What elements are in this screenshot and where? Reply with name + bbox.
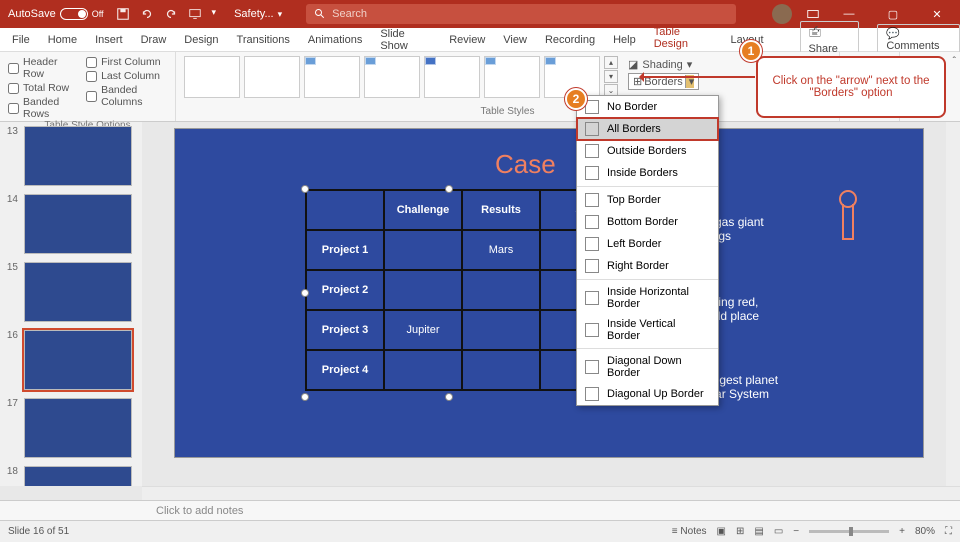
search-icon	[314, 8, 326, 20]
tab-slideshow[interactable]: Slide Show	[380, 28, 431, 52]
slide-canvas[interactable]: Case ChallengeResultsS Project 1Mars Pro…	[174, 128, 924, 458]
slide-thumb-17[interactable]	[24, 398, 132, 458]
gallery-scroll[interactable]: ▴▾⌄	[604, 56, 618, 97]
annotation-badge-2: 2	[565, 88, 587, 110]
tab-view[interactable]: View	[503, 34, 527, 46]
redo-icon[interactable]	[164, 7, 178, 21]
table-styles-group: ▴▾⌄ ◪ Shading ▾ ⊞ Borders ▾ Table Styles	[176, 52, 840, 121]
workspace: 13 14 15 16 17 18 Case ChallengeResultsS…	[0, 122, 960, 486]
fit-to-window-icon[interactable]: ⛶	[945, 526, 952, 537]
slide-counter[interactable]: Slide 16 of 51	[8, 526, 69, 537]
user-avatar[interactable]	[772, 4, 792, 24]
style-thumb-plain[interactable]	[184, 56, 240, 98]
total-row-check[interactable]: Total Row	[8, 82, 76, 94]
slideshow-view-icon[interactable]: ▭	[774, 526, 783, 537]
tab-design[interactable]: Design	[184, 34, 218, 46]
slide-title: Case	[495, 149, 556, 180]
border-option-diag-up[interactable]: Diagonal Up Border	[577, 383, 718, 405]
annotation-badge-1: 1	[740, 40, 762, 62]
border-option-inside-v[interactable]: Inside Vertical Border	[577, 314, 718, 346]
slide-thumb-16[interactable]	[24, 330, 132, 390]
zoom-out-button[interactable]: −	[793, 526, 799, 537]
tab-draw[interactable]: Draw	[141, 34, 167, 46]
table-style-options-group: Header Row Total Row Banded Rows First C…	[0, 52, 176, 121]
zoom-slider[interactable]	[809, 530, 889, 533]
horizontal-scrollbar[interactable]	[142, 486, 960, 500]
quick-access-toolbar: ▾	[116, 7, 217, 21]
document-name[interactable]: Safety... ▾	[234, 8, 282, 20]
slide-thumb-14[interactable]	[24, 194, 132, 254]
slide-thumb-15[interactable]	[24, 262, 132, 322]
style-thumb-3[interactable]	[304, 56, 360, 98]
reading-view-icon[interactable]: ▤	[754, 526, 763, 537]
tab-table-design[interactable]: Table Design	[654, 26, 713, 54]
zoom-level[interactable]: 80%	[915, 526, 935, 537]
notes-placeholder: Click to add notes	[156, 505, 243, 517]
notes-pane[interactable]: Click to add notes	[0, 500, 960, 520]
shading-button[interactable]: ◪ Shading ▾	[628, 58, 699, 71]
undo-icon[interactable]	[140, 7, 154, 21]
tab-recording[interactable]: Recording	[545, 34, 595, 46]
banded-cols-check[interactable]: Banded Columns	[86, 84, 167, 108]
maximize-button[interactable]: ▢	[878, 8, 908, 21]
banded-rows-check[interactable]: Banded Rows	[8, 96, 76, 120]
border-option-inside-h[interactable]: Inside Horizontal Border	[577, 282, 718, 314]
autosave-toggle[interactable]: AutoSave Off	[8, 8, 104, 20]
autosave-state: Off	[92, 9, 104, 19]
comments-button[interactable]: 💬 Comments	[877, 24, 960, 55]
collapse-ribbon-icon[interactable]: ˆ	[953, 56, 956, 67]
search-placeholder: Search	[332, 8, 367, 20]
slide-editor: Case ChallengeResultsS Project 1Mars Pro…	[142, 122, 960, 486]
tab-insert[interactable]: Insert	[95, 34, 123, 46]
search-box[interactable]: Search	[306, 4, 736, 24]
last-col-check[interactable]: Last Column	[86, 70, 167, 82]
safety-pin-icon	[833, 189, 863, 249]
border-option-diag-down[interactable]: Diagonal Down Border	[577, 351, 718, 383]
style-thumb-6[interactable]	[484, 56, 540, 98]
sorter-view-icon[interactable]: ⊞	[736, 526, 744, 537]
borders-dropdown-menu: No Border All Borders Outside Borders In…	[576, 95, 719, 406]
group-label: Table Styles	[184, 106, 831, 117]
tab-animations[interactable]: Animations	[308, 34, 362, 46]
present-icon[interactable]	[188, 7, 202, 21]
border-option-outside[interactable]: Outside Borders	[577, 140, 718, 162]
first-col-check[interactable]: First Column	[86, 56, 167, 68]
autosave-label: AutoSave	[8, 8, 56, 20]
slide-thumb-18[interactable]	[24, 466, 132, 486]
qat-more-icon[interactable]: ▾	[212, 7, 217, 21]
close-button[interactable]: ✕	[922, 8, 952, 21]
style-thumb-2[interactable]	[244, 56, 300, 98]
minimize-button[interactable]: —	[834, 8, 864, 20]
annotation-arrow	[640, 76, 755, 78]
style-thumb-4[interactable]	[364, 56, 420, 98]
case-study-table[interactable]: ChallengeResultsS Project 1Mars Project …	[305, 189, 619, 391]
tab-review[interactable]: Review	[449, 34, 485, 46]
header-row-check[interactable]: Header Row	[8, 56, 76, 80]
tab-file[interactable]: File	[12, 34, 30, 46]
normal-view-icon[interactable]: ▣	[717, 526, 726, 537]
notes-toggle[interactable]: ≡ Notes	[672, 526, 707, 537]
border-option-top[interactable]: Top Border	[577, 189, 718, 211]
style-thumb-5[interactable]	[424, 56, 480, 98]
annotation-callout: Click on the "arrow" next to the "Border…	[756, 56, 946, 118]
border-option-left[interactable]: Left Border	[577, 233, 718, 255]
slide-thumbnails: 13 14 15 16 17 18	[0, 122, 142, 486]
border-option-inside[interactable]: Inside Borders	[577, 162, 718, 184]
tab-help[interactable]: Help	[613, 34, 636, 46]
ribbon-tabs: File Home Insert Draw Design Transitions…	[0, 28, 960, 52]
tab-home[interactable]: Home	[48, 34, 77, 46]
border-option-bottom[interactable]: Bottom Border	[577, 211, 718, 233]
vertical-scrollbar[interactable]	[946, 122, 960, 486]
status-bar: Slide 16 of 51 ≡ Notes ▣ ⊞ ▤ ▭ − + 80% ⛶	[0, 520, 960, 542]
tab-transitions[interactable]: Transitions	[237, 34, 290, 46]
border-option-all-borders[interactable]: All Borders	[577, 118, 718, 140]
border-option-no-border[interactable]: No Border	[577, 96, 718, 118]
ribbon-display-icon[interactable]	[806, 7, 820, 21]
save-icon[interactable]	[116, 7, 130, 21]
autosave-switch[interactable]	[60, 8, 88, 20]
zoom-in-button[interactable]: +	[899, 526, 905, 537]
border-option-right[interactable]: Right Border	[577, 255, 718, 277]
slide-thumb-13[interactable]	[24, 126, 132, 186]
